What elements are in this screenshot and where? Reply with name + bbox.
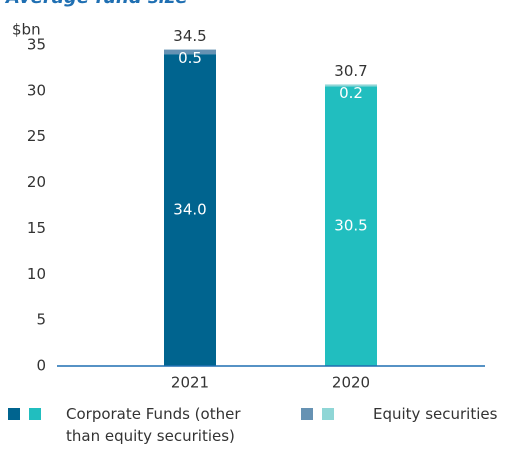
y-tick-label: 20 <box>27 173 46 191</box>
legend-label: Equity securities <box>373 405 498 423</box>
x-tick-label: 2020 <box>332 374 370 392</box>
total-label: 30.7 <box>334 62 367 80</box>
data-label: 0.2 <box>339 84 363 102</box>
data-label: 34.0 <box>173 201 206 219</box>
total-label: 34.5 <box>173 27 206 45</box>
legend-swatch <box>322 408 334 420</box>
data-label: 0.5 <box>178 49 202 67</box>
bar-segment <box>325 86 377 367</box>
legend-label: Corporate Funds (other than equity secur… <box>66 405 241 445</box>
legend-swatch <box>29 408 41 420</box>
y-tick-label: 15 <box>27 219 46 237</box>
y-tick-label: 5 <box>36 311 46 329</box>
data-label: 30.5 <box>334 217 367 235</box>
bar-segment <box>164 49 216 55</box>
bar-segment <box>325 84 377 87</box>
bar-segment <box>164 54 216 367</box>
y-tick-label: 35 <box>27 36 46 54</box>
legend-swatch <box>301 408 313 420</box>
y-tick-label: 25 <box>27 127 46 145</box>
legend-swatch <box>8 408 20 420</box>
y-tick-label: 0 <box>36 357 46 375</box>
y-axis-label: $bn <box>12 21 41 39</box>
x-tick-label: 2021 <box>171 374 209 392</box>
y-tick-label: 10 <box>27 265 46 283</box>
y-tick-label: 30 <box>27 81 46 99</box>
chart-title: Average fund size <box>4 0 187 8</box>
